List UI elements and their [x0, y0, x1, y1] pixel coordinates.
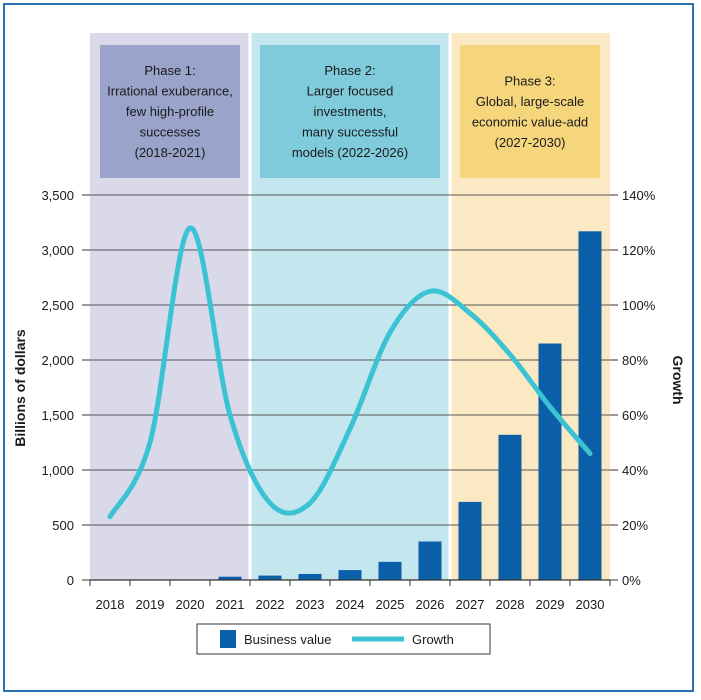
x-tick-label: 2028: [496, 597, 525, 612]
phase-2-label-line: Larger focused: [307, 84, 394, 99]
bar-2029: [538, 343, 562, 580]
x-tick-label: 2024: [336, 597, 365, 612]
phase-2-label-line: investments,: [314, 104, 387, 119]
y-tick-label: 3,500: [41, 188, 74, 203]
y-tick-label: 2,000: [41, 353, 74, 368]
bar-2025: [378, 561, 402, 580]
y2-tick-label: 100%: [622, 298, 656, 313]
phase-1-label-line: few high-profile: [126, 104, 214, 119]
phase-3-label-box: [460, 45, 600, 178]
y-tick-label: 1,500: [41, 408, 74, 423]
phase-3-label-line: economic value-add: [472, 114, 588, 129]
x-tick-label: 2030: [576, 597, 605, 612]
bar-2028: [498, 434, 522, 580]
legend-label-business-value: Business value: [244, 632, 331, 647]
growth-line: [107, 225, 593, 520]
phase-2-label-line: many successful: [302, 125, 398, 140]
x-tick-label: 2020: [176, 597, 205, 612]
y-tick-label: 1,000: [41, 463, 74, 478]
y2-tick-label: 80%: [622, 353, 648, 368]
bar-2024: [338, 570, 362, 580]
phase-3-label-line: Phase 3:: [504, 73, 555, 88]
y2-tick-label: 20%: [622, 518, 648, 533]
phase-1-label-line: successes: [140, 125, 201, 140]
x-tick-label: 2027: [456, 597, 485, 612]
y-tick-label: 2,500: [41, 298, 74, 313]
x-tick-label: 2019: [136, 597, 165, 612]
phase-3-label-line: Global, large-scale: [476, 94, 584, 109]
phase-1-label-line: Irrational exuberance,: [107, 84, 233, 99]
bar-2027: [458, 501, 482, 580]
chart-frame: [3, 3, 694, 692]
x-tick-label: 2029: [536, 597, 565, 612]
phase-2-label-line: models (2022-2026): [292, 145, 408, 160]
phase-2-label-line: Phase 2:: [324, 63, 375, 78]
bar-2021: [218, 576, 242, 580]
legend-swatch-business-value: [220, 630, 236, 648]
bar-2022: [258, 575, 282, 580]
phase-1-label-line: Phase 1:: [144, 63, 195, 78]
bar-2023: [298, 573, 322, 580]
y2-tick-label: 0%: [622, 573, 641, 588]
phase-2-label-box: [260, 45, 440, 178]
x-tick-label: 2022: [256, 597, 285, 612]
legend-box: [196, 623, 491, 655]
y2-tick-label: 40%: [622, 463, 648, 478]
y2-axis-title: Growth: [670, 356, 686, 405]
y-tick-label: 500: [52, 518, 74, 533]
y-axis-title: Billions of dollars: [12, 329, 28, 447]
bar-2026: [418, 541, 442, 580]
phase-3-label-line: (2027-2030): [495, 135, 566, 150]
y-tick-label: 0: [67, 573, 74, 588]
bar-2030: [578, 231, 602, 581]
legend-label-growth: Growth: [412, 632, 454, 647]
x-tick-label: 2026: [416, 597, 445, 612]
y2-tick-label: 60%: [622, 408, 648, 423]
x-tick-label: 2025: [376, 597, 405, 612]
x-tick-label: 2018: [96, 597, 125, 612]
x-tick-label: 2023: [296, 597, 325, 612]
y2-tick-label: 120%: [622, 243, 656, 258]
phase-1-label-line: (2018-2021): [135, 145, 206, 160]
y-tick-label: 3,000: [41, 243, 74, 258]
phase-1-label-box: [100, 45, 240, 178]
y2-tick-label: 140%: [622, 188, 656, 203]
x-tick-label: 2021: [216, 597, 245, 612]
legend: Business value Growth: [196, 623, 491, 655]
